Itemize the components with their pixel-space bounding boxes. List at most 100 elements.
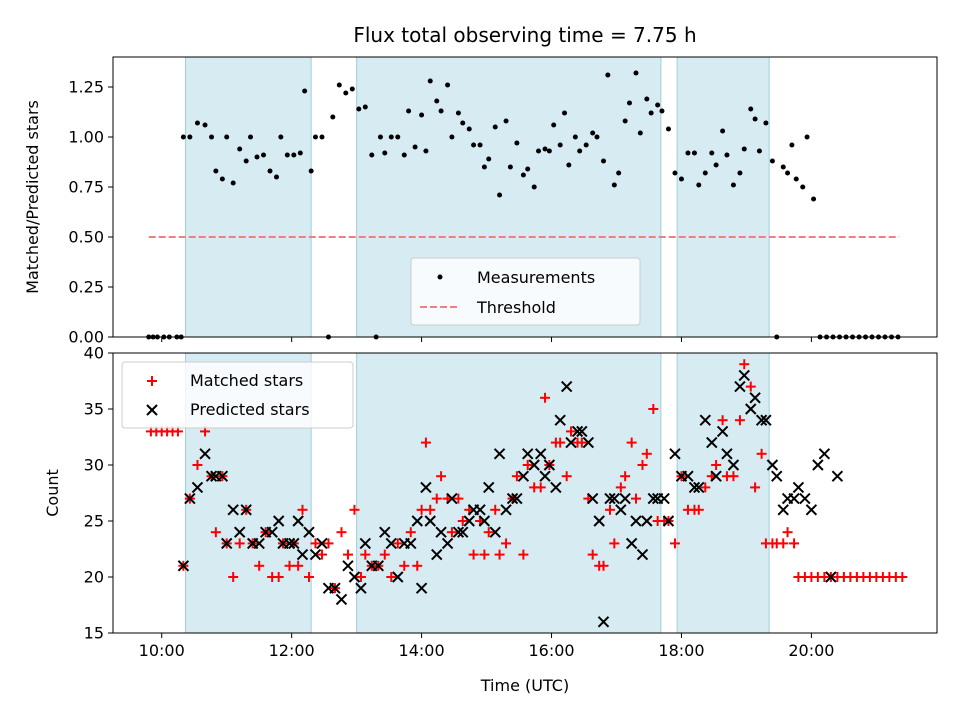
y-tick-label: 0.50 xyxy=(68,228,104,247)
predicted-star-point xyxy=(710,470,722,482)
matched-star-point xyxy=(479,549,490,560)
matched-star-point xyxy=(555,437,566,448)
matched-star-point xyxy=(604,504,615,515)
measurement-point xyxy=(793,176,799,182)
predicted-star-point xyxy=(721,448,733,460)
shaded-interval-0 xyxy=(185,56,312,338)
matched-star-point xyxy=(483,527,494,538)
measurement-point xyxy=(343,90,349,96)
bottom-x-axis-label: Time (UTC) xyxy=(480,676,569,695)
predicted-star-point xyxy=(636,548,649,561)
measurement-point xyxy=(637,130,643,136)
predicted-star-point xyxy=(292,515,304,527)
predicted-star-point xyxy=(604,492,616,505)
measurement-point xyxy=(291,152,297,158)
matched-star-point xyxy=(700,482,711,493)
predicted-star-point xyxy=(745,403,757,415)
predicted-star-point xyxy=(766,459,779,471)
measurement-point xyxy=(626,100,632,106)
predicted-star-point xyxy=(699,414,711,426)
predicted-star-point xyxy=(586,492,599,505)
matched-star-point xyxy=(648,404,659,414)
predicted-star-point xyxy=(411,515,423,527)
predicted-star-point xyxy=(205,470,218,482)
matched-star-point xyxy=(336,527,347,538)
measurement-point xyxy=(395,134,401,140)
y-tick-label: 35 xyxy=(84,400,104,419)
predicted-star-point xyxy=(805,504,818,516)
predicted-star-point xyxy=(303,526,315,538)
legend-plus-glyph xyxy=(147,376,157,386)
predicted-star-point xyxy=(493,448,506,460)
measurement-point xyxy=(284,152,290,158)
predicted-star-point xyxy=(463,515,475,527)
measurement-point xyxy=(302,88,308,94)
predicted-star-point xyxy=(184,492,196,505)
measurement-point xyxy=(382,150,388,156)
matched-star-point xyxy=(609,538,620,549)
measurement-point xyxy=(756,148,762,154)
predicted-star-point xyxy=(435,526,447,538)
measurement-point xyxy=(460,120,466,126)
matched-star-point xyxy=(641,448,652,459)
predicted-star-point xyxy=(662,515,675,527)
predicted-star-point xyxy=(825,571,837,583)
predicted-star-point xyxy=(554,414,566,426)
measurement-point xyxy=(572,134,578,140)
predicted-star-point xyxy=(348,571,361,583)
measurement-point xyxy=(503,118,509,124)
predicted-star-point xyxy=(329,582,341,594)
predicted-star-point xyxy=(608,492,621,505)
matched-star-point xyxy=(566,426,577,437)
predicted-star-point xyxy=(431,548,443,561)
predicted-star-point xyxy=(749,392,761,404)
measurement-point xyxy=(412,144,418,150)
matched-star-point xyxy=(453,493,464,504)
bottom-axes-frame xyxy=(112,352,938,634)
matched-star-point xyxy=(637,460,648,470)
predicted-star-point xyxy=(359,537,371,550)
predicted-star-point xyxy=(777,504,789,516)
measurement-point xyxy=(566,162,572,168)
measurement-point xyxy=(583,142,589,148)
measurement-point xyxy=(466,126,472,132)
measurement-point xyxy=(557,142,563,148)
measurement-point xyxy=(455,110,461,116)
measurement-point xyxy=(514,140,520,146)
predicted-star-point xyxy=(727,459,740,471)
x-tick-label: 16:00 xyxy=(528,641,574,660)
shaded-interval-1 xyxy=(356,352,662,634)
matched-star-point xyxy=(598,560,609,571)
matched-star-point xyxy=(446,527,457,538)
measurement-point xyxy=(248,134,254,140)
measurement-point xyxy=(577,148,583,154)
predicted-star-point xyxy=(669,448,681,460)
predicted-star-point xyxy=(788,492,800,505)
predicted-star-point xyxy=(474,504,486,516)
measurement-point xyxy=(536,148,542,154)
matched-star-point xyxy=(620,471,631,482)
legend-predicted-label: Predicted stars xyxy=(190,400,310,419)
y-tick-label: 0.25 xyxy=(68,278,104,297)
predicted-star-point xyxy=(420,481,432,494)
measurement-point xyxy=(438,108,444,114)
top-y-axis-label: Matched/Predicted stars xyxy=(23,100,42,294)
measurement-point xyxy=(406,108,412,114)
measurement-point xyxy=(202,122,208,128)
matched-star-point xyxy=(431,493,442,504)
matched-star-point xyxy=(576,437,587,448)
predicted-star-point xyxy=(716,425,729,438)
measurement-point xyxy=(720,128,726,134)
matched-star-point xyxy=(490,504,501,515)
measurement-point xyxy=(194,120,200,126)
measurement-point xyxy=(648,110,654,116)
measurement-point xyxy=(709,150,715,156)
predicted-star-point xyxy=(812,459,824,471)
predicted-star-point xyxy=(647,492,660,505)
measurement-point xyxy=(243,158,249,164)
measurement-point xyxy=(362,104,368,110)
measurement-point xyxy=(377,134,383,140)
predicted-star-point xyxy=(191,481,204,494)
measurement-point xyxy=(605,72,611,78)
